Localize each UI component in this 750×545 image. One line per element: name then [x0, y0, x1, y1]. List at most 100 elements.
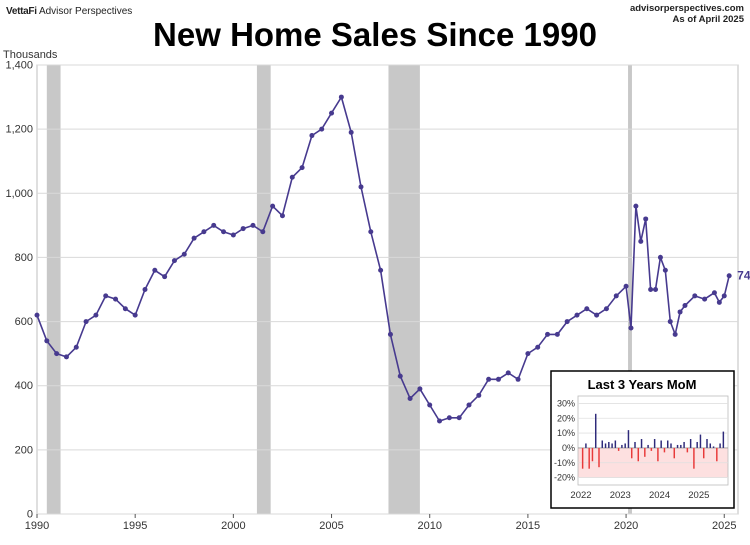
data-point: [44, 338, 50, 344]
x-tick-label: 2000: [221, 520, 245, 532]
data-point: [702, 296, 708, 302]
y-tick-label: 800: [15, 252, 33, 264]
data-point: [584, 306, 590, 312]
inset-bar: [598, 447, 600, 468]
inset-bar: [673, 447, 676, 459]
data-point: [378, 267, 384, 273]
x-tick-label: 1995: [123, 520, 147, 532]
data-point: [574, 312, 580, 318]
data-point: [329, 110, 335, 116]
data-point: [662, 267, 668, 273]
data-point: [250, 222, 256, 228]
data-point: [643, 216, 649, 222]
data-point: [73, 344, 79, 350]
data-point: [692, 293, 698, 299]
data-point: [721, 293, 727, 299]
inset-bar: [686, 447, 689, 453]
inset-bar: [591, 447, 594, 462]
inset-x-tick-label: 2023: [610, 490, 631, 501]
data-point: [648, 287, 654, 292]
data-point: [162, 274, 168, 280]
x-tick-label: 2005: [319, 520, 343, 532]
y-tick-label: 1,400: [5, 60, 33, 72]
inset-x-tick-label: 2022: [570, 490, 591, 501]
y-axis-label: Thousands: [3, 49, 58, 61]
y-tick-label: 600: [15, 316, 33, 328]
inset-bar: [608, 441, 610, 448]
inset-bar: [702, 447, 705, 459]
data-point: [486, 376, 492, 382]
data-point: [368, 229, 374, 235]
data-point: [34, 312, 40, 318]
data-point: [466, 402, 472, 408]
data-point: [171, 258, 177, 264]
inset-y-tick-label: -20%: [554, 473, 575, 483]
inset-bar: [657, 447, 659, 462]
x-tick-label: 2020: [614, 520, 638, 532]
data-point: [716, 299, 722, 305]
inset-bar: [604, 443, 607, 448]
recession-band: [256, 65, 271, 514]
inset-bar: [660, 440, 662, 448]
inset-x-tick-label: 2025: [688, 490, 709, 501]
inset-bar: [647, 444, 649, 448]
inset-bar: [653, 439, 656, 448]
inset-plot-area: [577, 395, 729, 486]
inset-bar: [712, 446, 715, 448]
y-tick-label: 0: [27, 509, 33, 521]
data-point: [83, 319, 89, 325]
brand-logo: VettaFi Advisor Perspectives: [6, 6, 132, 17]
data-point: [191, 235, 197, 241]
data-point: [309, 133, 315, 139]
data-point: [270, 203, 276, 209]
x-tick-label: 1990: [25, 520, 49, 532]
data-point: [505, 370, 511, 376]
inset-bar: [676, 444, 679, 448]
data-point: [682, 303, 688, 309]
data-point: [633, 203, 639, 209]
inset-bar: [637, 447, 640, 462]
recession-band: [628, 65, 632, 514]
data-point: [142, 287, 148, 292]
data-point: [427, 402, 433, 408]
data-point: [397, 373, 403, 379]
inset-bar: [709, 443, 712, 448]
data-point: [554, 331, 560, 337]
inset-bar: [716, 447, 718, 462]
data-point: [181, 251, 187, 257]
as-of-date: As of April 2025: [672, 14, 744, 25]
data-point: [535, 344, 541, 350]
data-point: [279, 213, 285, 219]
data-point: [103, 293, 109, 299]
data-point: [319, 126, 325, 132]
inset-bar: [670, 443, 672, 448]
data-point: [387, 331, 393, 337]
y-tick-label: 400: [15, 380, 33, 392]
inset-y-tick-label: 0%: [562, 443, 575, 453]
inset-bar: [683, 441, 685, 448]
y-tick-label: 1,000: [5, 188, 33, 200]
data-point: [54, 351, 60, 357]
data-point: [201, 229, 207, 235]
data-point: [417, 386, 423, 392]
data-point: [564, 319, 570, 325]
y-tick-label: 200: [15, 444, 33, 456]
data-point: [545, 331, 551, 337]
last-value-label: 743: [737, 269, 750, 283]
inset-bar: [693, 447, 695, 469]
inset-bar: [666, 440, 669, 448]
inset-bar: [614, 440, 617, 448]
recession-band: [46, 65, 61, 514]
inset-title: Last 3 Years MoM: [588, 377, 697, 392]
inset-bar: [611, 443, 613, 448]
data-point: [437, 418, 443, 424]
data-point: [711, 290, 717, 296]
inset-bar: [634, 441, 636, 448]
inset-y-tick-label: 10%: [557, 428, 575, 438]
data-point: [594, 312, 600, 318]
data-point: [289, 174, 295, 180]
inset-bar: [588, 447, 590, 469]
data-point: [476, 392, 482, 398]
inset-bar: [663, 447, 666, 453]
data-point: [613, 293, 619, 299]
